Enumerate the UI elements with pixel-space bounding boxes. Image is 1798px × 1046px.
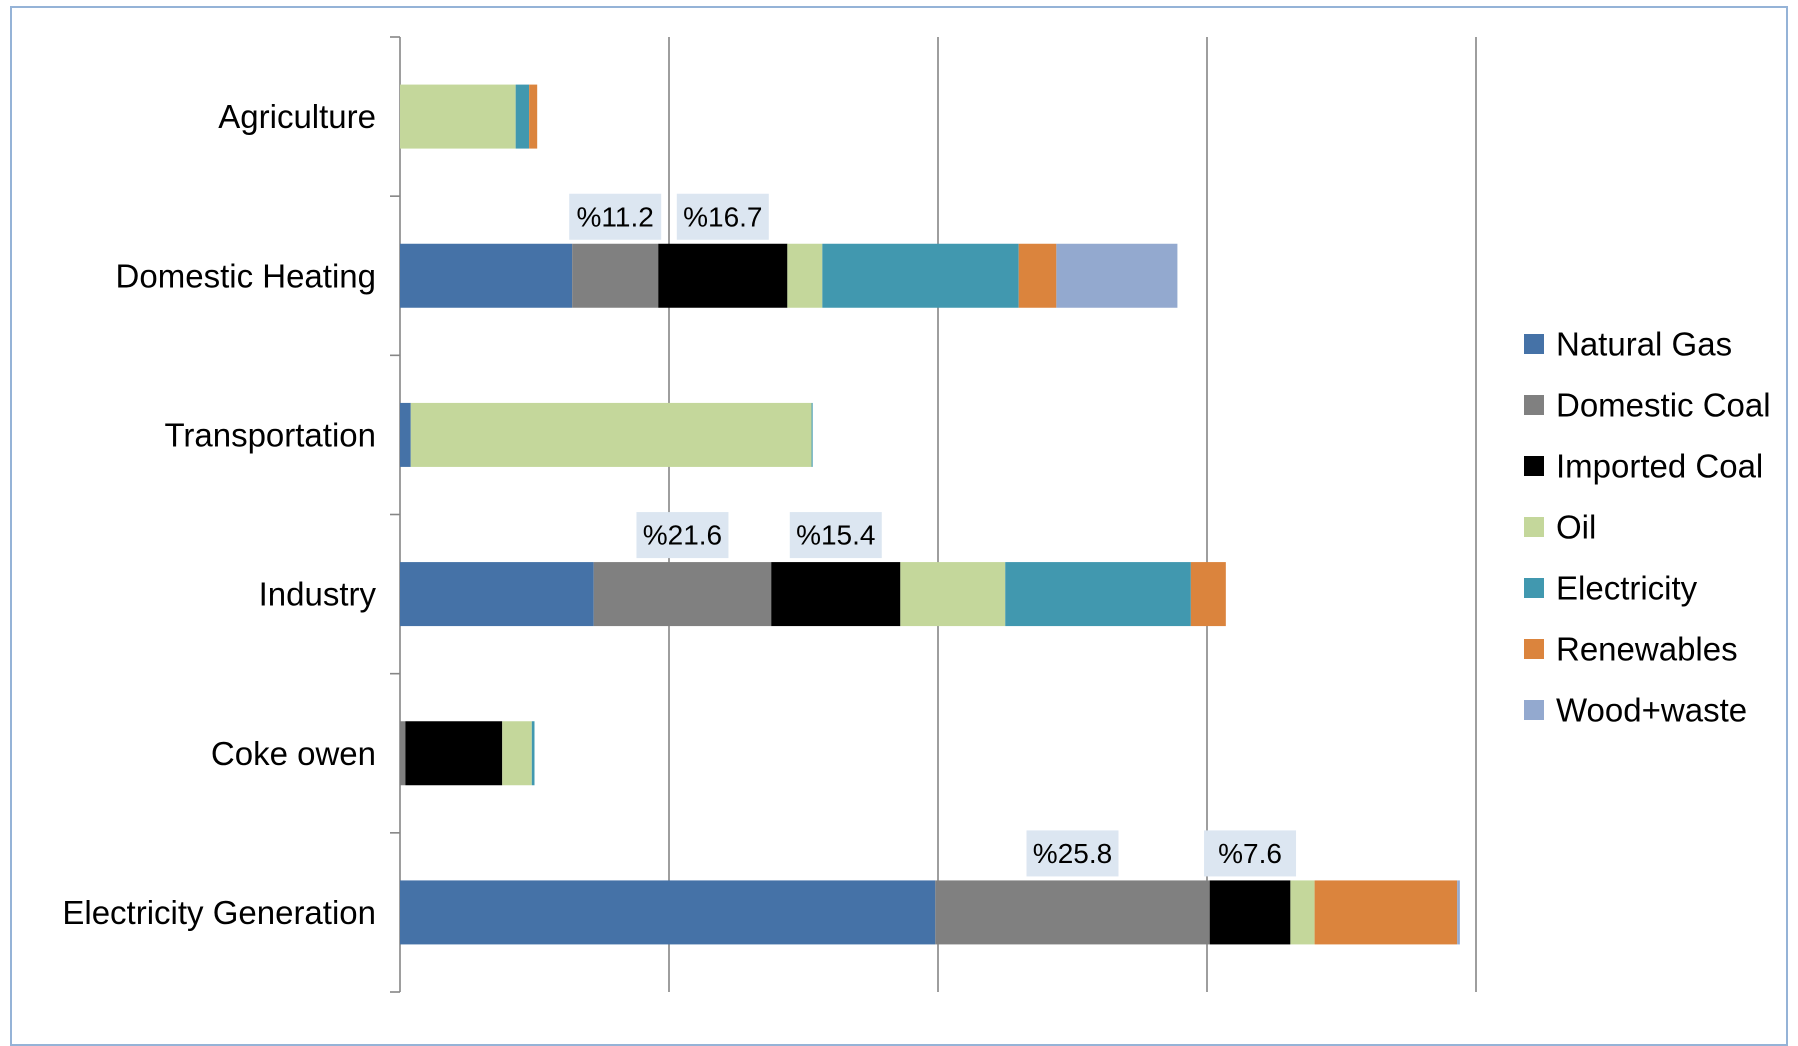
bar-industry-renewables (1190, 562, 1226, 627)
data-label-text: %21.6 (643, 520, 722, 551)
bar-domestic-heating-domestic-coal (572, 243, 659, 308)
bar-coke-owen-oil (502, 721, 532, 786)
bar-agriculture-oil (400, 84, 516, 149)
data-label-text: %7.6 (1218, 838, 1282, 869)
data-label: %11.2 (569, 193, 662, 240)
bar-industry-electricity (1005, 562, 1191, 627)
bar-electricity-generation-imported-coal (1209, 880, 1291, 945)
legend-swatch (1524, 517, 1544, 537)
data-label-box (636, 512, 729, 559)
legend-item-electricity: Electricity (1524, 570, 1698, 607)
bar-layer (400, 84, 1460, 945)
category-label: Industry (259, 576, 377, 613)
bar-electricity-generation-oil (1290, 880, 1315, 945)
bar-transportation-oil (410, 402, 812, 467)
bar-industry-domestic-coal (593, 562, 772, 627)
bar-transportation-electricity (811, 402, 813, 467)
data-label: %7.6 (1204, 830, 1297, 877)
data-label-box (789, 512, 882, 559)
legend-item-renewables: Renewables (1524, 631, 1738, 668)
bar-industry-imported-coal (771, 562, 901, 627)
data-label-box (1026, 830, 1119, 877)
legend-label: Natural Gas (1556, 326, 1732, 363)
legend-swatch (1524, 395, 1544, 415)
legend-label: Oil (1556, 509, 1596, 546)
legend-item-natural-gas: Natural Gas (1524, 326, 1732, 363)
data-label: %16.7 (676, 193, 769, 240)
bar-domestic-heating-imported-coal (658, 243, 788, 308)
chart-frame: Agriculture Domestic Heating Transportatio… (10, 6, 1788, 1046)
data-label-text: %11.2 (577, 201, 654, 232)
legend-item-oil: Oil (1524, 509, 1596, 546)
legend-label: Imported Coal (1556, 448, 1763, 485)
bar-coke-owen-electricity (531, 721, 535, 786)
category-label: Coke owen (211, 735, 376, 772)
grid-layer (390, 36, 1477, 993)
category-label: Electricity Generation (62, 894, 376, 931)
data-label: %25.8 (1026, 830, 1119, 877)
data-label: %21.6 (636, 512, 729, 559)
legend-label: Domestic Coal (1556, 387, 1771, 424)
bar-agriculture-electricity (515, 84, 530, 149)
stacked-bar-chart: Agriculture Domestic Heating Transportatio… (62, 36, 1771, 993)
legend-swatch (1524, 578, 1544, 598)
legend-swatch (1524, 700, 1544, 720)
bar-industry-natural-gas (400, 562, 594, 627)
bar-agriculture-renewables (529, 84, 538, 149)
legend-item-imported-coal: Imported Coal (1524, 448, 1763, 485)
bar-domestic-heating-renewables (1018, 243, 1057, 308)
legend: Natural Gas Domestic Coal Imported Coal Oil… (1524, 326, 1771, 729)
legend-item-wood-waste: Wood+waste (1524, 692, 1747, 729)
data-label-text: %25.8 (1033, 838, 1112, 869)
category-label: Transportation (164, 416, 376, 453)
category-label: Domestic Heating (116, 257, 376, 294)
legend-item-domestic-coal: Domestic Coal (1524, 387, 1771, 424)
bar-electricity-generation-natural-gas (400, 880, 936, 945)
bar-industry-oil (900, 562, 1006, 627)
bar-domestic-heating-oil (787, 243, 823, 308)
legend-swatch (1524, 639, 1544, 659)
annotations: %11.2 %16.7 %21.6 %15.4 %25.8 %7.6 (569, 193, 1297, 877)
data-label-box (676, 193, 769, 240)
legend-swatch (1524, 334, 1544, 354)
legend-label: Wood+waste (1556, 692, 1747, 729)
bar-electricity-generation-renewables (1314, 880, 1458, 945)
bar-coke-owen-domestic-coal (400, 721, 406, 786)
legend-label: Renewables (1556, 631, 1738, 668)
legend-swatch (1524, 456, 1544, 476)
data-label-text: %15.4 (796, 520, 875, 551)
legend-label: Electricity (1556, 570, 1698, 607)
bar-coke-owen-imported-coal (405, 721, 503, 786)
bar-electricity-generation-wood-waste (1457, 880, 1460, 945)
category-label: Agriculture (218, 98, 376, 135)
bar-electricity-generation-domestic-coal (935, 880, 1210, 945)
bar-domestic-heating-natural-gas (400, 243, 573, 308)
data-label-box (1204, 830, 1297, 877)
data-label-box (569, 193, 662, 240)
bar-transportation-natural-gas (400, 402, 411, 467)
data-label: %15.4 (789, 512, 882, 559)
bar-domestic-heating-wood-waste (1056, 243, 1178, 308)
category-labels: Agriculture Domestic Heating Transportatio… (62, 98, 376, 931)
bar-domestic-heating-electricity (822, 243, 1019, 308)
data-label-text: %16.7 (683, 201, 762, 232)
